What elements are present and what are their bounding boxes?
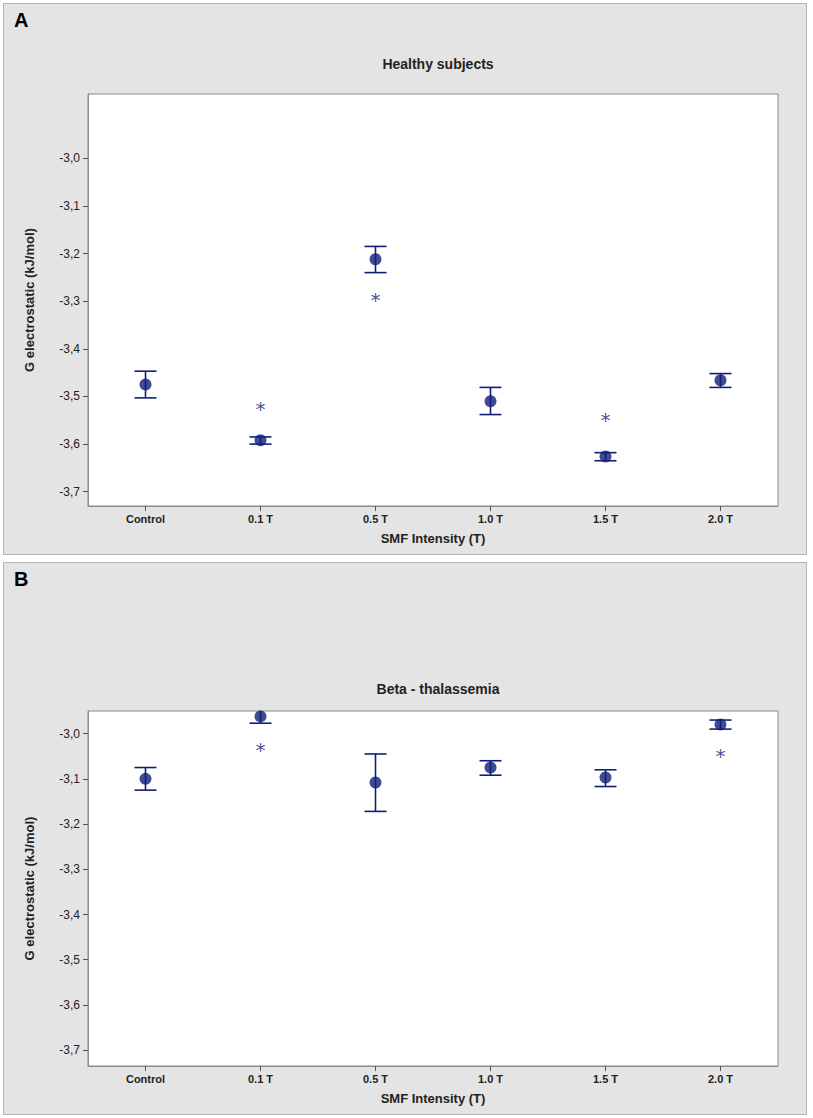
svg-text:*: * — [601, 408, 611, 432]
svg-text:-3,2: -3,2 — [59, 817, 80, 831]
svg-text:1.0 T: 1.0 T — [478, 1073, 503, 1085]
svg-text:Healthy subjects: Healthy subjects — [382, 56, 493, 72]
svg-text:*: * — [716, 744, 726, 768]
svg-text:-3,0: -3,0 — [59, 727, 80, 741]
svg-text:-3,5: -3,5 — [59, 389, 80, 403]
svg-text:-3,5: -3,5 — [59, 953, 80, 967]
svg-text:*: * — [256, 738, 266, 762]
svg-text:0.5 T: 0.5 T — [363, 1073, 388, 1085]
svg-text:2.0 T: 2.0 T — [708, 513, 733, 525]
svg-text:-3,6: -3,6 — [59, 437, 80, 451]
svg-text:2.0 T: 2.0 T — [708, 1073, 733, 1085]
svg-text:-3,6: -3,6 — [59, 998, 80, 1012]
svg-text:B: B — [14, 568, 28, 590]
svg-text:-3,2: -3,2 — [59, 247, 80, 261]
svg-text:0.1 T: 0.1 T — [248, 1073, 273, 1085]
svg-text:-3,3: -3,3 — [59, 294, 80, 308]
svg-text:-3,3: -3,3 — [59, 862, 80, 876]
svg-text:0.1 T: 0.1 T — [248, 513, 273, 525]
svg-text:-3,1: -3,1 — [59, 772, 80, 786]
svg-text:0.5 T: 0.5 T — [363, 513, 388, 525]
svg-text:-3,7: -3,7 — [59, 1043, 80, 1057]
svg-text:*: * — [371, 288, 381, 312]
svg-text:-3,1: -3,1 — [59, 199, 80, 213]
svg-text:-3,4: -3,4 — [59, 908, 80, 922]
svg-text:Beta - thalassemia: Beta - thalassemia — [377, 681, 500, 697]
svg-text:-3,0: -3,0 — [59, 151, 80, 165]
svg-text:Control: Control — [126, 513, 165, 525]
svg-text:-3,4: -3,4 — [59, 342, 80, 356]
svg-text:1.5 T: 1.5 T — [593, 1073, 618, 1085]
svg-text:A: A — [14, 9, 28, 31]
svg-text:SMF Intensity (T): SMF Intensity (T) — [381, 1091, 486, 1106]
svg-text:SMF Intensity (T): SMF Intensity (T) — [381, 531, 486, 546]
svg-text:-3,7: -3,7 — [59, 485, 80, 499]
svg-text:G electrostatic (kJ/mol): G electrostatic (kJ/mol) — [22, 817, 37, 961]
svg-text:G electrostatic (kJ/mol): G electrostatic (kJ/mol) — [22, 228, 37, 372]
svg-text:*: * — [256, 397, 266, 421]
svg-text:Control: Control — [126, 1073, 165, 1085]
svg-text:1.0 T: 1.0 T — [478, 513, 503, 525]
svg-text:1.5 T: 1.5 T — [593, 513, 618, 525]
